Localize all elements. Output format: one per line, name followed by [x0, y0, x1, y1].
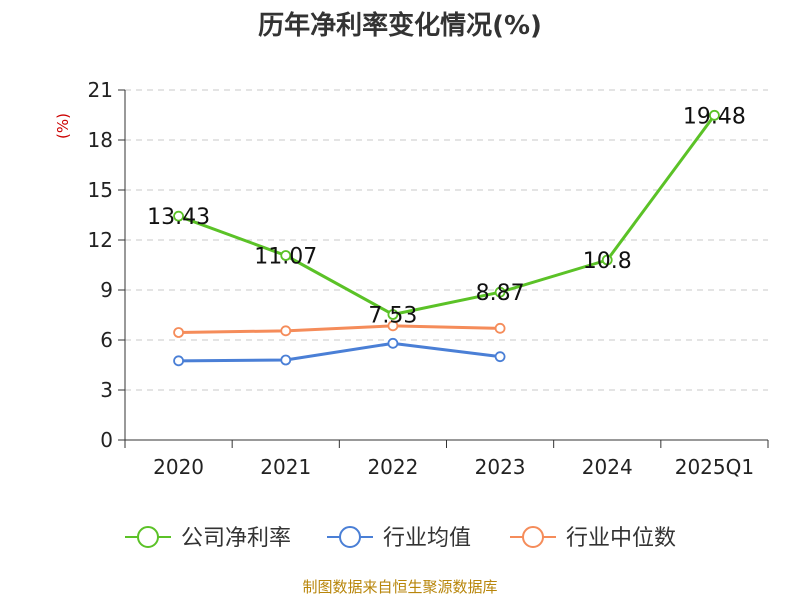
- series-layer: [173, 109, 720, 367]
- y-tick-label: 18: [88, 128, 113, 152]
- legend-label: 行业均值: [383, 526, 471, 551]
- data-point: [494, 322, 506, 334]
- legend: 公司净利率 行业均值 行业中位数: [125, 526, 676, 551]
- x-tick-label: 2020: [153, 455, 204, 479]
- data-point: [494, 351, 506, 363]
- data-point: [173, 355, 184, 367]
- series-line: [178, 341, 501, 363]
- y-tick-label: 0: [100, 428, 113, 452]
- data-point: [494, 286, 506, 298]
- data-label: 7.53: [368, 304, 417, 329]
- data-labels: 13.43 11.07 7.53 8.87 10.8 19.48: [147, 104, 746, 328]
- y-tick-label: 6: [100, 328, 113, 352]
- data-point: [173, 327, 184, 338]
- data-label: 10.8: [583, 249, 632, 274]
- data-point: [173, 210, 184, 222]
- data-label: 8.87: [476, 281, 525, 306]
- legend-marker: [522, 526, 544, 548]
- data-point: [387, 320, 399, 332]
- series-line: [178, 114, 716, 316]
- data-point: [387, 309, 399, 320]
- legend-marker: [339, 526, 361, 548]
- x-tick-label: 2022: [367, 455, 418, 479]
- x-tick-label: 2023: [475, 455, 526, 479]
- y-tick-label: 3: [100, 378, 113, 402]
- data-label: 13.43: [147, 205, 210, 230]
- chart-title: 历年净利率变化情况(%): [258, 10, 542, 41]
- data-point: [280, 354, 292, 366]
- data-point: [280, 250, 292, 261]
- grid: [125, 89, 768, 391]
- x-tick-label: 2021: [260, 455, 311, 479]
- data-point: [709, 109, 720, 121]
- legend-label: 公司净利率: [181, 526, 291, 551]
- data-point: [387, 337, 399, 349]
- data-point: [601, 254, 613, 266]
- source-note: 制图数据来自恒生聚源数据库: [302, 578, 497, 596]
- legend-marker: [137, 526, 159, 548]
- y-axis-label: (%): [54, 113, 72, 139]
- y-tick-label: 12: [88, 228, 113, 252]
- y-tick-label: 9: [100, 278, 113, 302]
- legend-label: 行业中位数: [566, 526, 676, 551]
- data-point: [280, 325, 292, 337]
- y-tick-label: 15: [88, 178, 113, 202]
- series-line: [178, 324, 501, 334]
- x-tick-label: 2025Q1: [675, 455, 754, 479]
- data-label: 11.07: [254, 245, 317, 270]
- data-label: 19.48: [683, 104, 746, 129]
- y-tick-label: 21: [88, 78, 113, 102]
- axes: 0 3 6 9 12 15 18 21 2020 2021 2022 2023 2024 2025Q1: [88, 78, 769, 479]
- x-tick-label: 2024: [582, 455, 633, 479]
